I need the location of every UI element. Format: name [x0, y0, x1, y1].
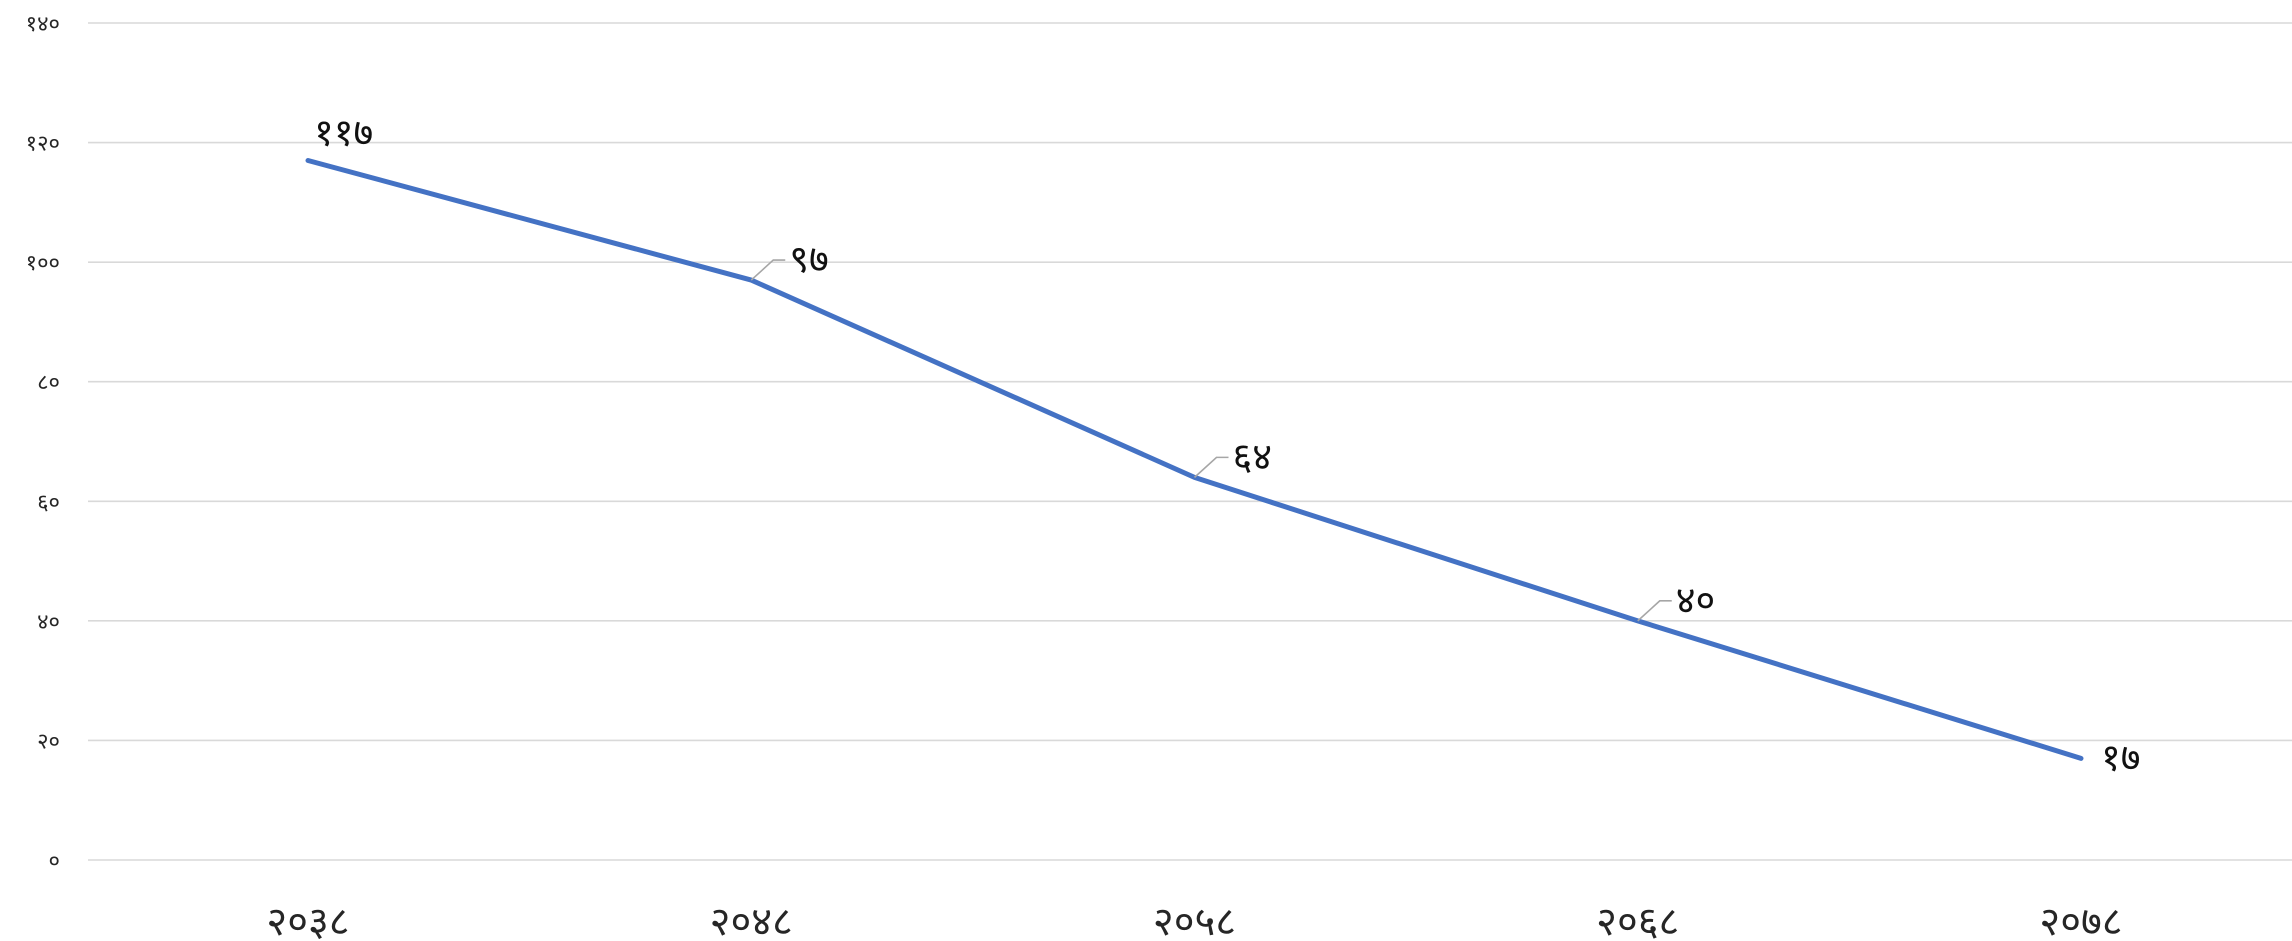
x-tick-label: २०४८: [710, 899, 793, 941]
data-label: १७: [2101, 735, 2141, 779]
data-labels: ११७ ९७ ६४ ४० १७: [314, 111, 2141, 780]
y-tick-label: ६०: [37, 490, 60, 515]
y-tick-label: ४०: [37, 610, 60, 635]
y-tick-label: ८०: [37, 371, 60, 396]
y-tick-label: १२०: [26, 132, 60, 157]
data-label: ९७: [789, 237, 829, 281]
y-tick-label: २०: [37, 729, 60, 754]
series-line: [305, 158, 2084, 761]
x-tick-label: २०५८: [1153, 899, 1236, 941]
data-label: ११७: [314, 111, 373, 155]
leader-line: [1637, 600, 1672, 622]
x-tick-label: २०३८: [266, 899, 349, 941]
gridlines: [88, 22, 2292, 861]
data-label: ६४: [1233, 434, 1273, 478]
leader-line: [750, 259, 786, 281]
x-tick-label: २०७८: [2039, 899, 2122, 941]
x-axis-tick-labels: २०३८ २०४८ २०५८ २०६८ २०७८: [266, 899, 2122, 941]
x-tick-label: २०६८: [1596, 899, 1679, 941]
series-line-group: [305, 158, 2084, 761]
y-tick-label: ०: [49, 849, 60, 874]
y-tick-label: १००: [26, 251, 60, 276]
data-label: ४०: [1676, 578, 1716, 622]
y-tick-label: १४०: [26, 12, 60, 37]
y-axis-tick-labels: ० २० ४० ६० ८० १०० १२० १४०: [26, 12, 60, 874]
leader-line: [1193, 456, 1229, 478]
